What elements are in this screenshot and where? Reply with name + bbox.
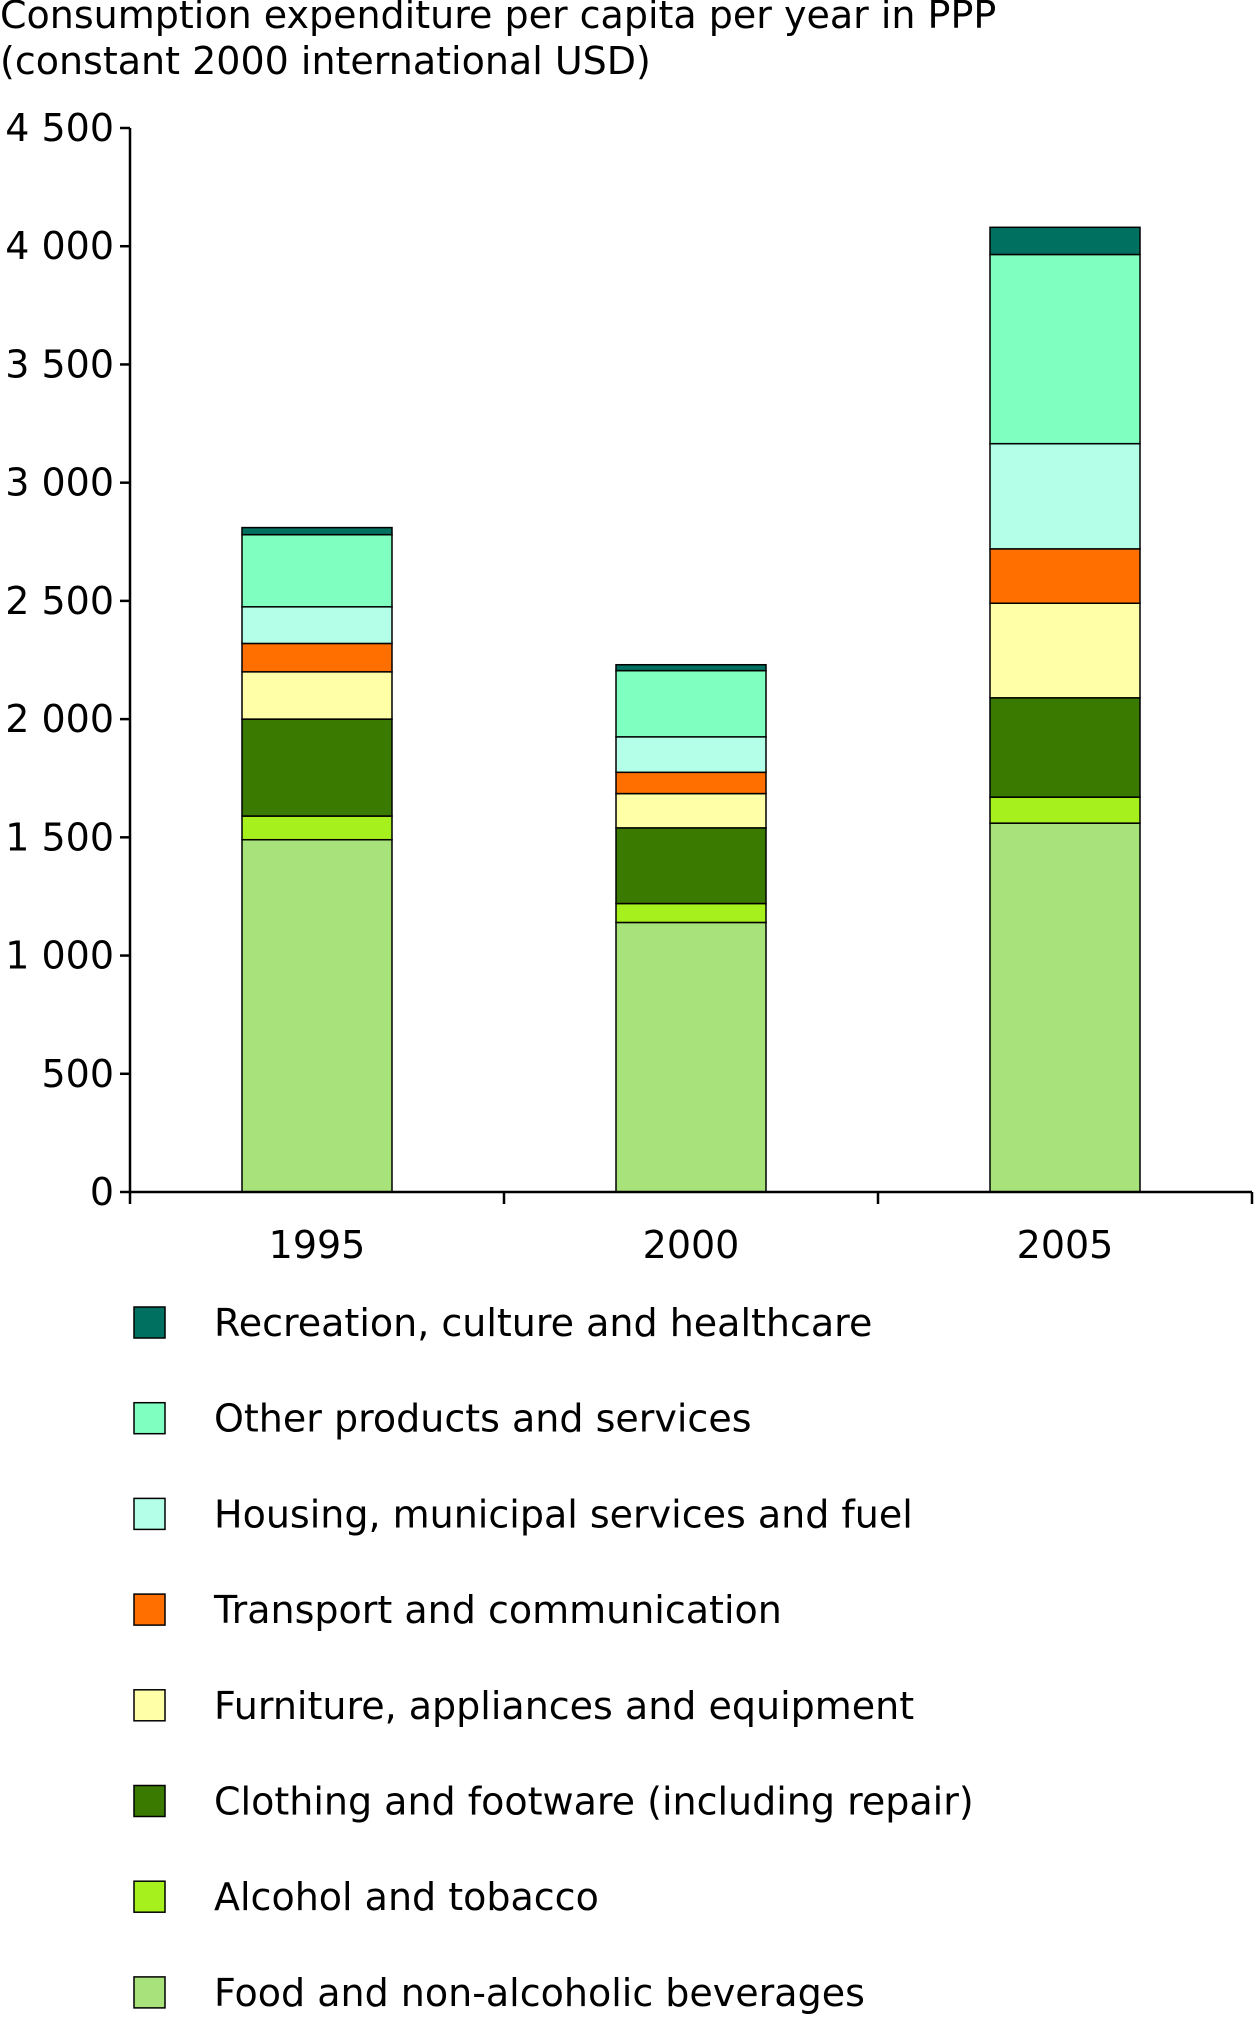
legend-swatch-6 (133, 1880, 166, 1913)
bar-segment-2000-3 (615, 792, 767, 829)
bar-segment-2000-4 (615, 771, 767, 795)
bar-segment-1995-5 (241, 606, 393, 645)
legend-swatch-2 (133, 1497, 166, 1531)
bar-segment-2005-1 (989, 796, 1141, 824)
bar-segment-1995-6 (241, 533, 393, 608)
bar-segment-1995-3 (241, 671, 393, 720)
legend-label-7: Food and non-alcoholic beverages (214, 1971, 865, 2015)
bar-segment-2005-6 (989, 253, 1141, 445)
legend-label-3: Transport and communication (213, 1588, 782, 1632)
y-tick-label-0: 0 (90, 1170, 114, 1214)
legend-label-5: Clothing and footware (including repair) (214, 1780, 974, 1824)
bar-segment-2000-7 (615, 663, 767, 672)
legend-label-1: Other products and services (214, 1397, 752, 1441)
y-tick-label-3000: 3 000 (5, 461, 114, 505)
legend-label-0: Recreation, culture and healthcare (214, 1301, 872, 1345)
legend-swatch-7 (133, 1976, 166, 2009)
bar-segment-2005-3 (989, 602, 1141, 699)
bar-segment-2005-2 (989, 697, 1141, 798)
bar-segment-2005-7 (989, 226, 1141, 256)
y-tick-label-4500: 4 500 (5, 106, 114, 150)
legend-swatch-5 (133, 1784, 166, 1818)
legend-swatch-0 (133, 1306, 166, 1339)
y-axis-title-line-2: (constant 2000 international USD) (0, 39, 651, 83)
x-tick-label-2005: 2005 (1017, 1223, 1114, 1267)
bar-segment-2000-2 (615, 827, 767, 905)
bar-segment-1995-0 (241, 838, 393, 1193)
bar-segment-2005-4 (989, 548, 1141, 605)
bar-segment-1995-1 (241, 815, 393, 841)
x-tick-label-2000: 2000 (643, 1223, 740, 1267)
y-tick-label-1500: 1 500 (5, 815, 114, 859)
bar-segment-2000-6 (615, 669, 767, 738)
bars-group (241, 226, 1141, 1193)
y-tick-label-4000: 4 000 (5, 224, 114, 268)
bar-segment-1995-7 (241, 526, 393, 536)
legend-label-2: Housing, municipal services and fuel (214, 1492, 913, 1536)
bar-segment-2000-1 (615, 902, 767, 924)
axes-group: 0 500 1 000 1 500 2 000 2 500 3 000 3 500 4 000 4… (5, 106, 1254, 1267)
bar-segment-2005-5 (989, 442, 1141, 550)
y-tick-label-500: 500 (41, 1052, 114, 1096)
legend-label-6: Alcohol and tobacco (214, 1875, 599, 1919)
bar-segment-2000-5 (615, 736, 767, 774)
legend: Recreation, culture and healthcare Other … (133, 1301, 974, 2015)
legend-swatch-1 (133, 1401, 166, 1435)
bar-segment-2005-0 (989, 822, 1141, 1193)
y-tick-label-1000: 1 000 (5, 934, 114, 978)
bar-segment-1995-4 (241, 642, 393, 673)
bar-segment-1995-2 (241, 718, 393, 817)
y-tick-label-2000: 2 000 (5, 697, 114, 741)
x-tick-label-1995: 1995 (269, 1223, 366, 1267)
y-tick-label-3500: 3 500 (5, 342, 114, 386)
legend-swatch-4 (133, 1689, 166, 1722)
bar-segment-2000-0 (615, 921, 767, 1193)
y-axis-title-line-1: Consumption expenditure per capita per y… (0, 0, 996, 37)
legend-label-4: Furniture, appliances and equipment (214, 1684, 914, 1728)
y-tick-label-2500: 2 500 (5, 579, 114, 623)
legend-swatch-3 (133, 1593, 166, 1626)
